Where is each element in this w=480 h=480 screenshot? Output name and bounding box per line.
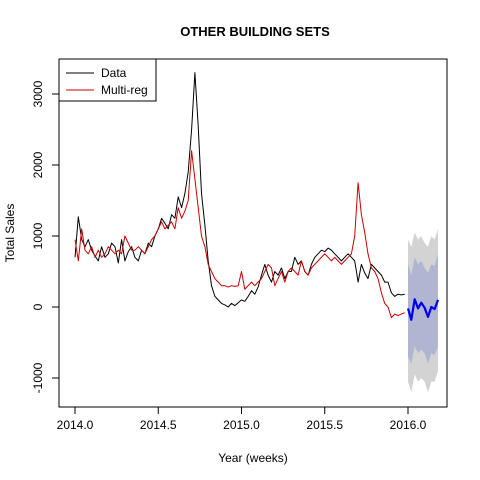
series-line-multireg <box>74 150 405 319</box>
series-line-forecast <box>406 298 440 321</box>
y-axis: -1000 0 1000 2000 3000 <box>31 80 60 393</box>
legend-label-multireg: Multi-reg <box>101 83 148 97</box>
x-tick-label: 2016.0 <box>390 418 427 432</box>
y-axis-label: Total Sales <box>3 204 17 263</box>
chart-title: OTHER BUILDING SETS <box>180 24 330 39</box>
legend-label-data: Data <box>101 66 127 80</box>
x-tick-label: 2014.5 <box>140 418 177 432</box>
y-tick-label: 0 <box>31 303 45 310</box>
x-axis-label: Year (weeks) <box>218 451 288 465</box>
y-tick-label: -1000 <box>31 362 45 393</box>
x-tick-label: 2015.0 <box>223 418 260 432</box>
legend-box <box>58 58 157 102</box>
series-lines <box>74 72 440 321</box>
x-tick-label: 2015.5 <box>306 418 343 432</box>
band-80 <box>408 253 438 364</box>
series-line-data <box>74 72 405 308</box>
prediction-bands <box>408 228 438 393</box>
y-tick-label: 2000 <box>31 151 45 178</box>
plot-frame <box>58 58 448 408</box>
y-tick-label: 1000 <box>31 222 45 249</box>
x-axis: 2014.0 2014.5 2015.0 2015.5 2016.0 <box>57 406 427 432</box>
legend: Data Multi-reg <box>58 58 157 102</box>
x-tick-label: 2014.0 <box>57 418 94 432</box>
y-tick-label: 3000 <box>31 80 45 107</box>
